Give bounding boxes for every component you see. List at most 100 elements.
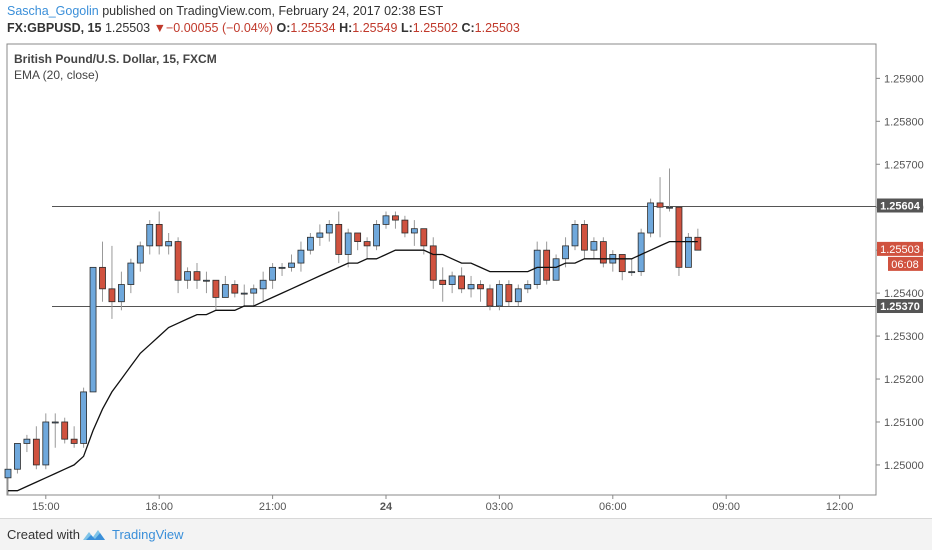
candle [514,284,522,307]
candle-body [373,223,380,247]
close-label: C: [461,21,475,35]
candle-body [89,266,97,393]
tradingview-logo-icon[interactable] [82,528,106,542]
candle-body [174,241,182,281]
candle [297,241,305,272]
publish-line: Sascha_Gogolin published on TradingView.… [7,3,520,20]
price-axis[interactable]: 1.25000 1.25100 1.25200 1.25300 1.25400 1.255… [876,73,924,472]
footer-bar: Created with TradingView [0,518,932,550]
candle [410,220,418,246]
candle [118,271,125,311]
author-link[interactable]: Sascha_Gogolin [7,4,99,18]
candle-body [80,391,87,444]
candle-body [250,288,258,294]
candle-body [221,284,229,298]
candle-body [562,245,569,260]
candle-body [590,241,598,251]
candle [590,237,598,259]
candle-body [458,275,466,290]
candle [32,426,40,470]
candle [174,237,182,294]
candle-body [628,271,636,274]
open-value: 1.25534 [290,21,336,35]
candle-body [439,279,447,285]
candle-body [118,284,125,303]
y-tick-label: 1.25300 [884,331,924,343]
candle-body [306,236,314,251]
candle-body [240,292,248,295]
candle-body [42,421,50,466]
candle-body [543,249,551,281]
candle [401,215,409,238]
candle [193,263,201,289]
close-value: 1.25503 [474,21,520,35]
price-chart[interactable]: British Pound/U.S. Dollar, 15, FXCM EMA … [0,0,932,518]
candle [231,280,239,298]
candle [382,211,390,229]
candle-body [4,468,12,479]
candle [203,271,210,294]
candle [486,284,494,311]
candle [392,211,399,229]
candle [250,284,258,307]
candle-body [51,421,59,424]
x-tick-label: 12:00 [826,501,854,513]
time-axis[interactable]: 15:00 18:00 21:00 24 03:00 06:00 09:00 12:00 [32,495,853,513]
candle [581,220,588,259]
candle-body [99,266,106,290]
candle [221,275,229,298]
candle [108,245,116,319]
x-tick-label: 15:00 [32,501,60,513]
candle [99,241,106,302]
candle [136,241,144,272]
candle [363,237,371,259]
candle-body [203,279,210,282]
candle [127,258,135,294]
high-value: 1.25549 [352,21,398,35]
candle-body [23,438,31,444]
candle-body [325,223,333,234]
y-tick-label: 1.25700 [884,159,924,171]
publish-text: published on TradingView.com, February 2… [102,4,444,18]
candle [495,280,503,311]
y-tick-label: 1.25900 [884,73,924,85]
candle-body [656,202,664,208]
candle [42,413,50,470]
candle-body [231,284,239,294]
candle-body [32,438,40,466]
candle-body [410,228,418,234]
candle-body [14,443,21,470]
candle-body [193,271,201,281]
tradingview-brand-link[interactable]: TradingView [112,527,184,542]
candle [344,228,352,268]
candle [70,426,78,448]
chart-title: British Pound/U.S. Dollar, 15, FXCM [14,52,217,66]
candle [335,211,343,264]
candle-body [392,215,399,221]
candle-body [108,288,116,303]
last-price-label: 1.25503 [880,244,920,256]
candle-body [70,438,78,444]
candle [269,263,277,289]
candle [184,267,191,289]
level-label: 1.25604 [880,201,921,213]
candle [23,434,31,453]
low-label: L: [400,21,413,35]
candle-body [278,266,286,269]
candle-body [599,241,607,264]
high-label: H: [339,21,353,35]
candle-body [524,284,532,290]
candle-body [486,288,494,307]
x-tick-label: 18:00 [145,501,173,513]
x-tick-label: 06:00 [599,501,627,513]
candle [212,279,220,311]
change-text: ▼−0.00055 (−0.04%) [153,21,274,35]
candle [278,263,286,276]
candle [165,232,173,255]
plot-area[interactable] [6,43,877,496]
chart-header: Sascha_Gogolin published on TradingView.… [7,3,520,37]
candle [155,211,163,255]
candle [429,237,437,289]
level-label: 1.25370 [880,301,920,313]
candle-body [363,241,371,247]
